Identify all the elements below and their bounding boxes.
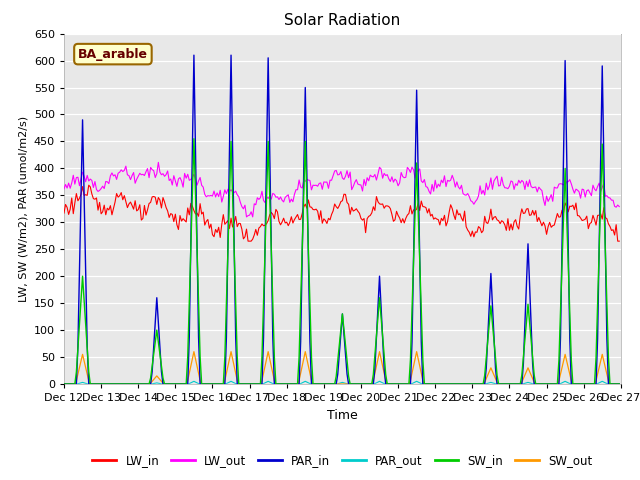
X-axis label: Time: Time (327, 408, 358, 421)
Title: Solar Radiation: Solar Radiation (284, 13, 401, 28)
Legend: LW_in, LW_out, PAR_in, PAR_out, SW_in, SW_out: LW_in, LW_out, PAR_in, PAR_out, SW_in, S… (88, 449, 597, 472)
Text: BA_arable: BA_arable (78, 48, 148, 60)
Y-axis label: LW, SW (W/m2), PAR (umol/m2/s): LW, SW (W/m2), PAR (umol/m2/s) (19, 116, 28, 302)
